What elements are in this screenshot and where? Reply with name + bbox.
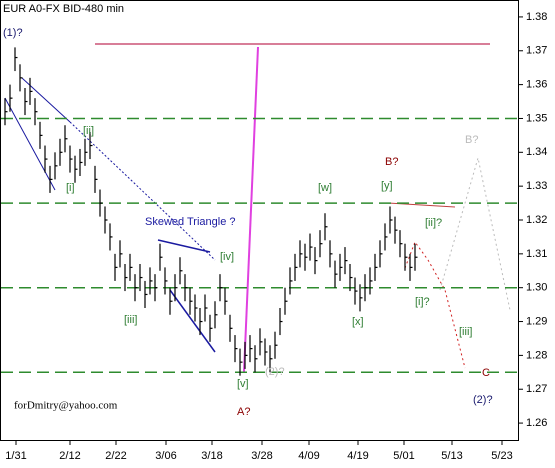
annotation: [iv] — [220, 251, 234, 263]
annotation: [iii] — [459, 326, 472, 338]
annotation: [w] — [318, 182, 332, 194]
y-tick-label: 1.29 — [526, 315, 547, 327]
x-tick-label: 1/31 — [5, 450, 26, 462]
channel-line — [69, 121, 216, 261]
y-tick-label: 1.28 — [526, 349, 547, 361]
forecast-path — [404, 240, 466, 369]
x-tick-label: 3/06 — [155, 450, 176, 462]
x-tick-label: 2/12 — [59, 450, 80, 462]
wave-line — [243, 46, 259, 373]
x-tick-label: 5/01 — [393, 450, 414, 462]
x-tick-label: 3/18 — [201, 450, 222, 462]
x-tick-label: 2/22 — [105, 450, 126, 462]
x-tick-label: 4/09 — [298, 450, 319, 462]
annotation: [v] — [237, 378, 249, 390]
y-tick-label: 1.30 — [526, 282, 547, 294]
annotation: [y] — [381, 180, 393, 192]
annotation: [ii] — [83, 125, 94, 137]
chart-title: EUR A0-FX BID-480 min — [3, 3, 124, 15]
forecast-path — [439, 157, 511, 311]
annotation: B? — [465, 134, 478, 146]
plot-frame — [0, 0, 519, 441]
y-tick-label: 1.38 — [526, 11, 547, 23]
annotation: (1)? — [3, 27, 23, 39]
y-tick-label: 1.27 — [526, 383, 547, 395]
annotation: (2)? — [265, 366, 285, 378]
y-tick-label: 1.35 — [526, 112, 547, 124]
annotation: [i]? — [415, 296, 430, 308]
y-tick-label: 1.36 — [526, 79, 547, 91]
y-tick-label: 1.32 — [526, 214, 547, 226]
annotation: (2)? — [473, 394, 493, 406]
y-tick-label: 1.31 — [526, 248, 547, 260]
annotation: C — [482, 367, 490, 379]
annotation: [iii] — [124, 314, 137, 326]
y-tick-label: 1.34 — [526, 146, 547, 158]
x-tick-label: 4/19 — [347, 450, 368, 462]
annotation: A? — [237, 406, 250, 418]
annotation: [i] — [66, 182, 75, 194]
y-tick-label: 1.26 — [526, 417, 547, 429]
y-tick-label: 1.33 — [526, 180, 547, 192]
channel-line — [4, 97, 56, 191]
x-tick-label: 5/23 — [491, 450, 512, 462]
annotation: [x] — [352, 316, 364, 328]
annotation: Skewed Triangle ? — [145, 216, 236, 228]
triangle-line — [169, 289, 216, 353]
y-tick-label: 1.37 — [526, 45, 547, 57]
annotation: [ii]? — [425, 217, 442, 229]
triangle-line — [157, 239, 211, 253]
x-tick-label: 5/13 — [441, 450, 462, 462]
annotation: forDmitry@yahoo.com — [14, 400, 118, 412]
annotation: B? — [385, 156, 398, 168]
x-tick-label: 3/28 — [251, 450, 272, 462]
